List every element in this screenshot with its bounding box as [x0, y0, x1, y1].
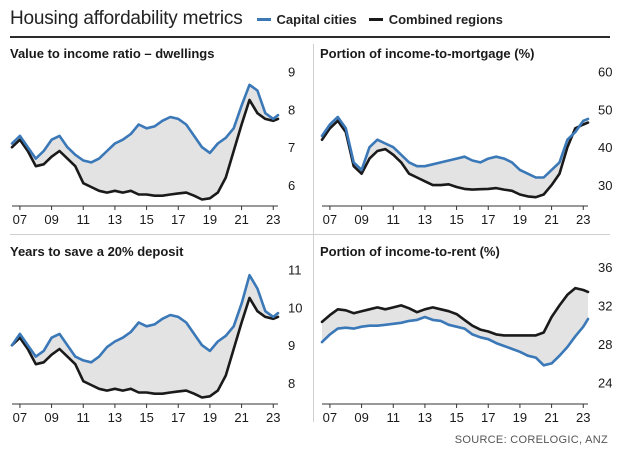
legend-item-regions: Combined regions — [368, 11, 503, 27]
x-tick-label: 19 — [513, 212, 527, 227]
gap-area — [12, 84, 278, 200]
y-tick-label: 50 — [598, 102, 612, 117]
x-tick-label: 21 — [544, 410, 558, 425]
panel-title: Years to save a 20% deposit — [10, 244, 184, 259]
x-tick-label: 09 — [354, 410, 368, 425]
x-tick-label: 13 — [418, 212, 432, 227]
chart-header: Housing affordability metrics Capital ci… — [10, 6, 515, 32]
gap-area — [322, 288, 588, 366]
panel-title: Value to income ratio – dwellings — [10, 46, 215, 61]
column-divider — [313, 44, 314, 422]
row-divider — [10, 234, 610, 235]
legend: Capital cities Combined regions — [256, 11, 515, 27]
series-line-capital-cities — [10, 273, 280, 364]
series-line-combined-regions — [320, 119, 590, 199]
y-tick-label: 9 — [288, 338, 295, 353]
legend-label-capital: Capital cities — [276, 11, 357, 27]
figure-title: Housing affordability metrics — [10, 8, 243, 29]
y-tick-label: 8 — [288, 376, 295, 391]
x-tick-label: 13 — [418, 410, 432, 425]
x-tick-label: 11 — [387, 410, 401, 425]
x-tick-label: 23 — [266, 410, 280, 425]
x-tick-label: 11 — [77, 410, 91, 425]
panel-title: Portion of income-to-rent (%) — [320, 244, 500, 259]
y-tick-label: 9 — [288, 65, 295, 80]
panel-years-to-save: Years to save a 20% deposit 8 9 10 11 07 09 11… — [10, 238, 310, 428]
panel-value-to-income: Value to income ratio – dwellings 6 7 8 9 07… — [10, 40, 310, 230]
x-tick-label: 15 — [139, 410, 153, 425]
x-tick-label: 13 — [108, 410, 122, 425]
x-tick-label: 09 — [44, 212, 58, 227]
y-tick-label: 10 — [288, 300, 302, 315]
x-tick-label: 11 — [387, 212, 401, 227]
y-tick-label: 7 — [288, 140, 295, 155]
legend-label-regions: Combined regions — [388, 11, 503, 27]
y-tick-label: 36 — [598, 260, 612, 275]
gap-area — [322, 117, 588, 198]
x-tick-label: 09 — [44, 410, 58, 425]
source-note: SOURCE: CORELOGIC, ANZ — [454, 434, 608, 446]
y-tick-label: 11 — [288, 263, 302, 278]
x-tick-label: 21 — [234, 410, 248, 425]
series-line-capital-cities — [10, 83, 280, 164]
x-tick-label: 21 — [234, 212, 248, 227]
x-tick-label: 17 — [171, 410, 185, 425]
x-tick-label: 23 — [576, 212, 590, 227]
x-tick-label: 21 — [544, 212, 558, 227]
x-tick-label: 13 — [108, 212, 122, 227]
panel-title: Portion of income-to-mortgage (%) — [320, 46, 535, 61]
x-tick-label: 19 — [203, 212, 217, 227]
y-tick-label: 24 — [598, 376, 612, 391]
x-tick-label: 07 — [323, 410, 337, 425]
x-tick-label: 15 — [449, 212, 463, 227]
x-tick-label: 07 — [13, 212, 27, 227]
y-tick-label: 6 — [288, 178, 295, 193]
x-tick-label: 07 — [13, 410, 27, 425]
x-tick-label: 11 — [77, 212, 91, 227]
chart-income-to-rent: 24 28 32 36 07 09 11 13 15 17 19 21 23 — [320, 260, 612, 425]
y-tick-label: 40 — [598, 140, 612, 155]
series-line-combined-regions — [10, 296, 280, 399]
x-tick-label: 23 — [266, 212, 280, 227]
series-line-capital-cities — [320, 115, 590, 179]
header-divider — [10, 36, 610, 38]
series-line-combined-regions — [320, 286, 590, 337]
x-tick-label: 17 — [481, 212, 495, 227]
y-tick-label: 8 — [288, 102, 295, 117]
chart-value-to-income: 6 7 8 9 07 09 11 13 15 17 19 21 23 — [10, 65, 295, 227]
series-line-combined-regions — [10, 98, 280, 201]
x-tick-label: 07 — [323, 212, 337, 227]
x-tick-label: 15 — [139, 212, 153, 227]
legend-item-capital: Capital cities — [256, 11, 357, 27]
chart-income-to-mortgage: 30 40 50 60 07 09 11 13 15 17 19 21 23 — [320, 65, 612, 227]
x-tick-label: 19 — [203, 410, 217, 425]
x-tick-label: 15 — [449, 410, 463, 425]
y-tick-label: 60 — [598, 65, 612, 80]
series-line-capital-cities — [320, 315, 590, 367]
y-tick-label: 28 — [598, 337, 612, 352]
panel-income-to-rent: Portion of income-to-rent (%) 24 28 32 36 07… — [320, 238, 620, 428]
y-tick-label: 30 — [598, 178, 612, 193]
legend-swatch-capital — [256, 17, 271, 21]
x-tick-label: 17 — [481, 410, 495, 425]
x-tick-label: 19 — [513, 410, 527, 425]
legend-swatch-regions — [368, 17, 383, 21]
x-tick-label: 09 — [354, 212, 368, 227]
x-tick-label: 23 — [576, 410, 590, 425]
chart-years-to-save: 8 9 10 11 07 09 11 13 15 17 19 21 23 — [10, 263, 302, 425]
y-tick-label: 32 — [598, 298, 612, 313]
x-tick-label: 17 — [171, 212, 185, 227]
gap-area — [12, 275, 278, 398]
panel-income-to-mortgage: Portion of income-to-mortgage (%) 30 40 50… — [320, 40, 620, 230]
